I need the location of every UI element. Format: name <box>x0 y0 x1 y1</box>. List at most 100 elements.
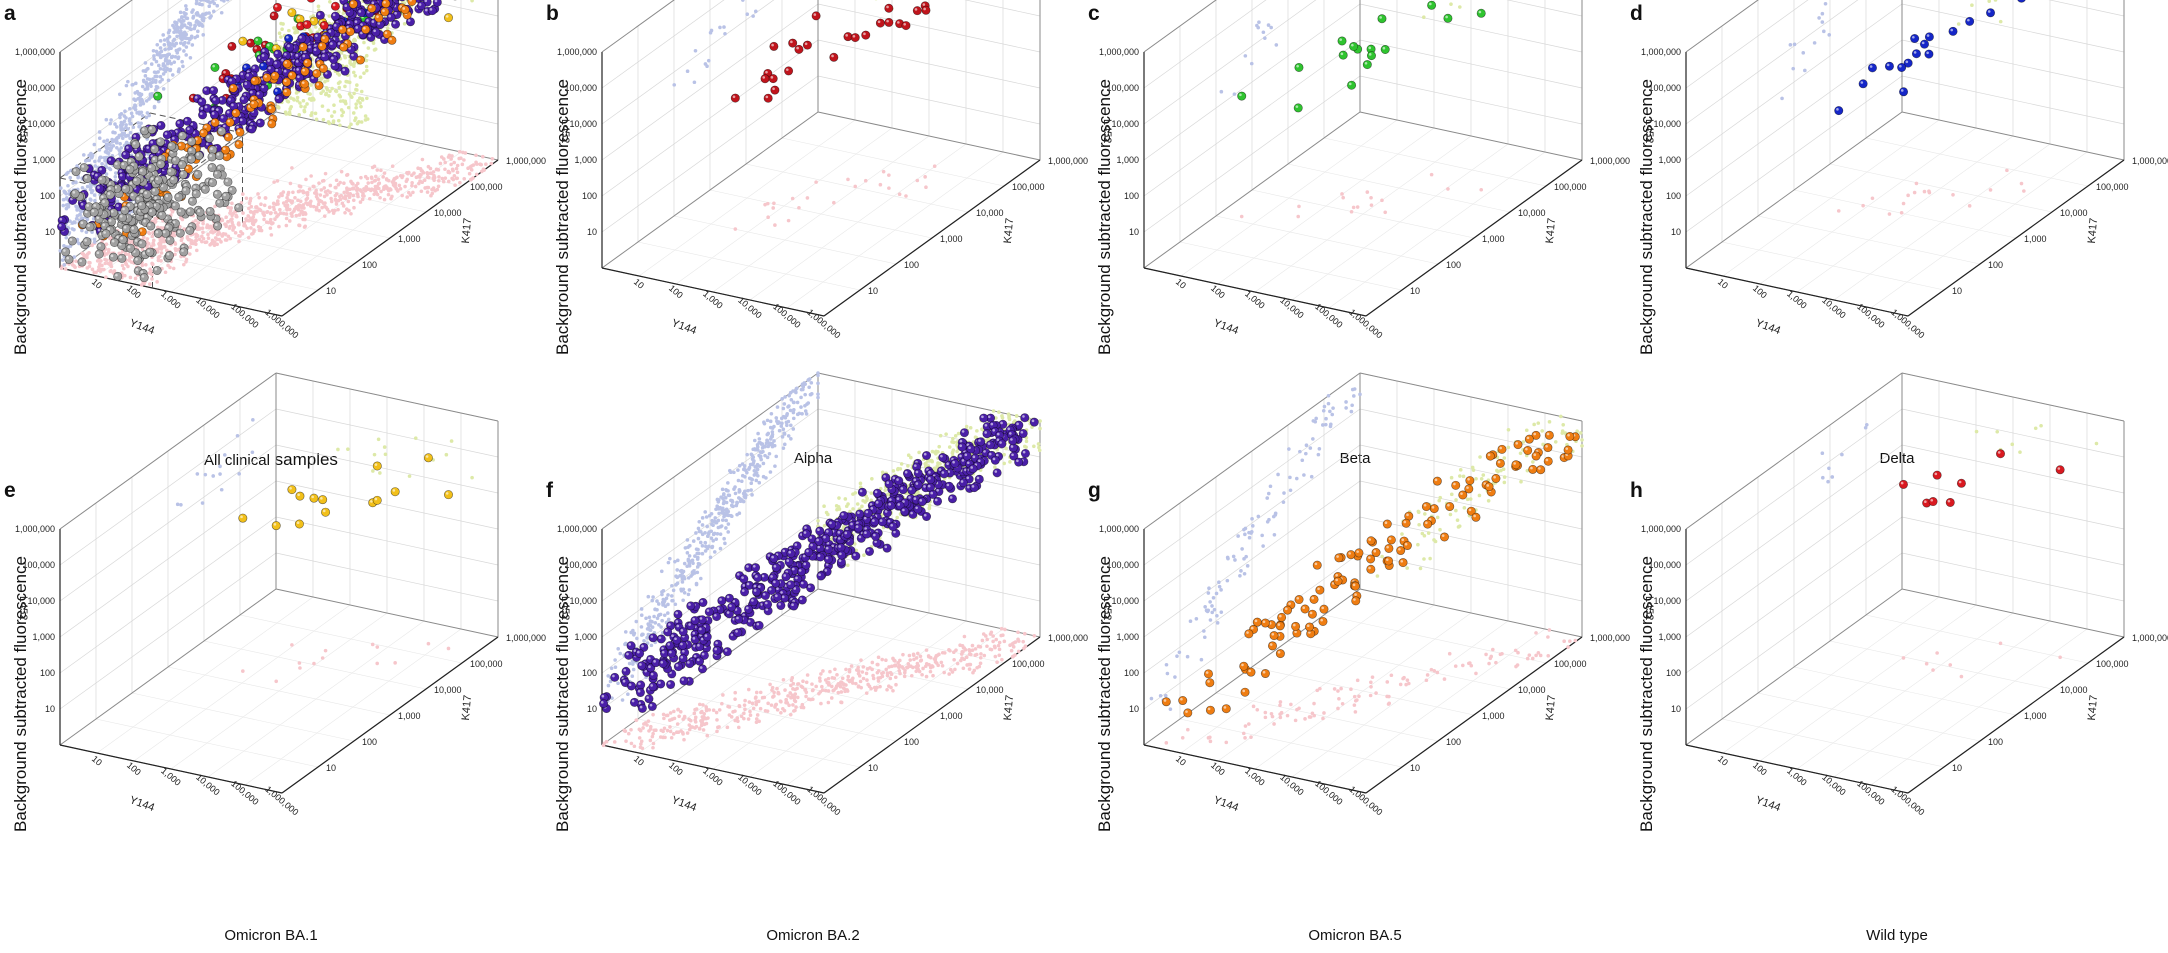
projection-point-floor <box>296 198 300 203</box>
projection-point-y144-wall <box>152 54 156 58</box>
projection-point-floor <box>194 218 198 223</box>
data-point-negative <box>207 162 217 172</box>
projection-point-y144-wall <box>102 139 106 144</box>
data-point-negative <box>82 237 92 247</box>
data-point-highlight <box>150 140 153 144</box>
projection-point-floor <box>436 168 441 172</box>
data-point-negative <box>157 210 167 220</box>
data-point-highlight <box>236 205 239 208</box>
data-point-highlight <box>284 61 288 64</box>
projection-point-floor <box>159 243 163 248</box>
data-point-beta <box>210 62 220 72</box>
projection-point-y144-wall <box>128 136 132 141</box>
data-point-highlight <box>328 30 332 33</box>
projection-point-k417-wall <box>338 123 342 128</box>
projection-point-k417-wall <box>326 108 331 113</box>
data-point-highlight <box>371 1 375 5</box>
gridline <box>239 137 463 187</box>
data-point-highlight <box>99 232 102 236</box>
projection-point-y144-wall <box>143 74 148 78</box>
projection-point-y144-wall <box>100 161 104 166</box>
projection-point-floor <box>281 211 286 216</box>
projection-point-floor <box>237 239 241 244</box>
projection-point-floor <box>374 174 378 179</box>
projection-point-floor <box>155 280 159 284</box>
data-point-highlight <box>321 22 325 26</box>
data-point-highlight <box>72 191 76 194</box>
projection-point-y144-wall <box>166 30 171 35</box>
data-point-highlight <box>177 230 181 234</box>
projection-point-floor <box>275 199 280 203</box>
data-point-omicron-ba-2 <box>209 86 219 96</box>
projection-point-floor <box>322 194 327 199</box>
projection-point-k417-wall <box>352 91 356 96</box>
x-tick-label: 100,000 <box>229 301 260 330</box>
data-point-highlight <box>295 60 299 63</box>
projection-point-y144-wall <box>80 228 84 233</box>
projection-point-y144-wall <box>93 164 98 168</box>
data-point-highlight <box>233 117 236 121</box>
projection-point-y144-wall <box>90 153 95 157</box>
data-point-highlight <box>80 221 84 225</box>
data-point-highlight <box>337 42 341 45</box>
projection-point-k417-wall <box>318 27 322 32</box>
projection-point-floor <box>263 196 268 200</box>
data-point-highlight <box>341 0 344 1</box>
projection-point-floor <box>148 282 152 286</box>
data-point-highlight <box>205 142 209 146</box>
projection-point-floor <box>429 171 434 176</box>
projection-point-y144-wall <box>114 141 119 145</box>
data-point-highlight <box>189 148 192 152</box>
projection-point-y144-wall <box>126 127 130 131</box>
projection-point-floor <box>382 187 386 192</box>
projection-point-y144-wall <box>145 84 150 89</box>
projection-point-floor <box>159 247 164 251</box>
projection-point-y144-wall <box>109 118 113 122</box>
data-point-highlight <box>225 179 228 182</box>
projection-point-y144-wall <box>71 181 75 185</box>
projection-point-k417-wall <box>302 109 307 114</box>
data-point-highlight <box>187 227 190 231</box>
projection-point-floor <box>375 168 380 172</box>
projection-point-floor <box>301 203 306 207</box>
data-point-highlight <box>155 177 159 181</box>
projection-point-floor <box>228 211 232 215</box>
projection-point-y144-wall <box>64 191 69 196</box>
data-point-highlight <box>183 188 186 191</box>
data-point-highlight <box>383 0 386 4</box>
projection-point-floor <box>385 186 390 191</box>
projection-point-y144-wall <box>78 213 82 217</box>
data-point-negative <box>132 176 142 186</box>
data-point-highlight <box>255 38 259 41</box>
projection-point-y144-wall <box>163 58 168 63</box>
negative-region-box <box>59 112 151 179</box>
projection-point-floor <box>215 242 219 247</box>
projection-point-floor <box>298 189 302 193</box>
projection-point-floor <box>381 175 385 179</box>
data-point-highlight <box>151 146 155 150</box>
projection-point-y144-wall <box>118 141 122 146</box>
projection-point-y144-wall <box>140 113 145 118</box>
data-point-highlight <box>331 56 334 60</box>
projection-point-floor <box>268 205 272 209</box>
projection-point-floor <box>418 179 422 183</box>
data-point-highlight <box>276 96 279 100</box>
data-point-negative <box>176 207 186 217</box>
projection-point-floor <box>156 258 161 263</box>
data-point-highlight <box>81 165 85 168</box>
projection-point-k417-wall <box>341 99 345 103</box>
projection-point-floor <box>212 243 217 248</box>
projection-point-k417-wall <box>353 73 358 78</box>
projection-point-floor <box>351 182 355 186</box>
projection-point-y144-wall <box>190 43 195 47</box>
data-point-highlight <box>434 0 438 3</box>
projection-point-floor <box>376 177 381 182</box>
projection-point-floor <box>247 206 251 211</box>
projection-point-k417-wall <box>358 75 363 80</box>
data-point-negative <box>155 137 165 147</box>
projection-point-k417-wall <box>336 81 341 86</box>
data-point-highlight <box>108 158 112 161</box>
projection-point-y144-wall <box>178 41 183 45</box>
y-tick-label: 1,000,000 <box>506 156 546 166</box>
projection-point-y144-wall <box>156 70 160 74</box>
